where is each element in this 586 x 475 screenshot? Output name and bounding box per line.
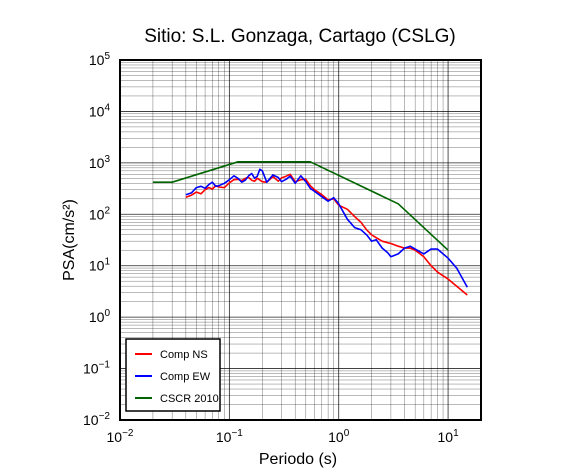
- grid: [119, 59, 482, 421]
- y-tick-label: 10−2: [83, 411, 110, 428]
- y-tick-label: 100: [89, 308, 111, 325]
- x-axis-label: Periodo (s): [259, 451, 337, 468]
- y-tick-label: 101: [89, 257, 111, 274]
- legend-label: Comp NS: [160, 349, 208, 361]
- y-axis-label: PSA(cm/s²): [61, 199, 78, 281]
- legend-label: Comp EW: [160, 371, 211, 383]
- y-tick-label: 104: [89, 102, 111, 119]
- series-line-cscr-2010: [152, 161, 449, 251]
- y-tick-label: 105: [89, 51, 111, 68]
- x-tick-label: 100: [328, 428, 350, 445]
- y-tick-label: 10−1: [83, 360, 110, 377]
- x-tick-label: 10−2: [107, 428, 134, 445]
- series-group: [152, 161, 469, 296]
- series-line-comp-ew: [185, 168, 469, 288]
- y-tick-label: 102: [89, 205, 111, 222]
- y-tick-label: 103: [89, 154, 111, 171]
- plot-frame: [119, 59, 482, 421]
- legend: Comp NS Comp EW CSCR 2010: [125, 338, 221, 412]
- x-tick-label: 10−1: [216, 428, 243, 445]
- chart-title: Sitio: S.L. Gonzaga, Cartago (CSLG): [144, 26, 456, 47]
- legend-label: CSCR 2010: [160, 393, 219, 405]
- x-tick-label: 101: [438, 428, 460, 445]
